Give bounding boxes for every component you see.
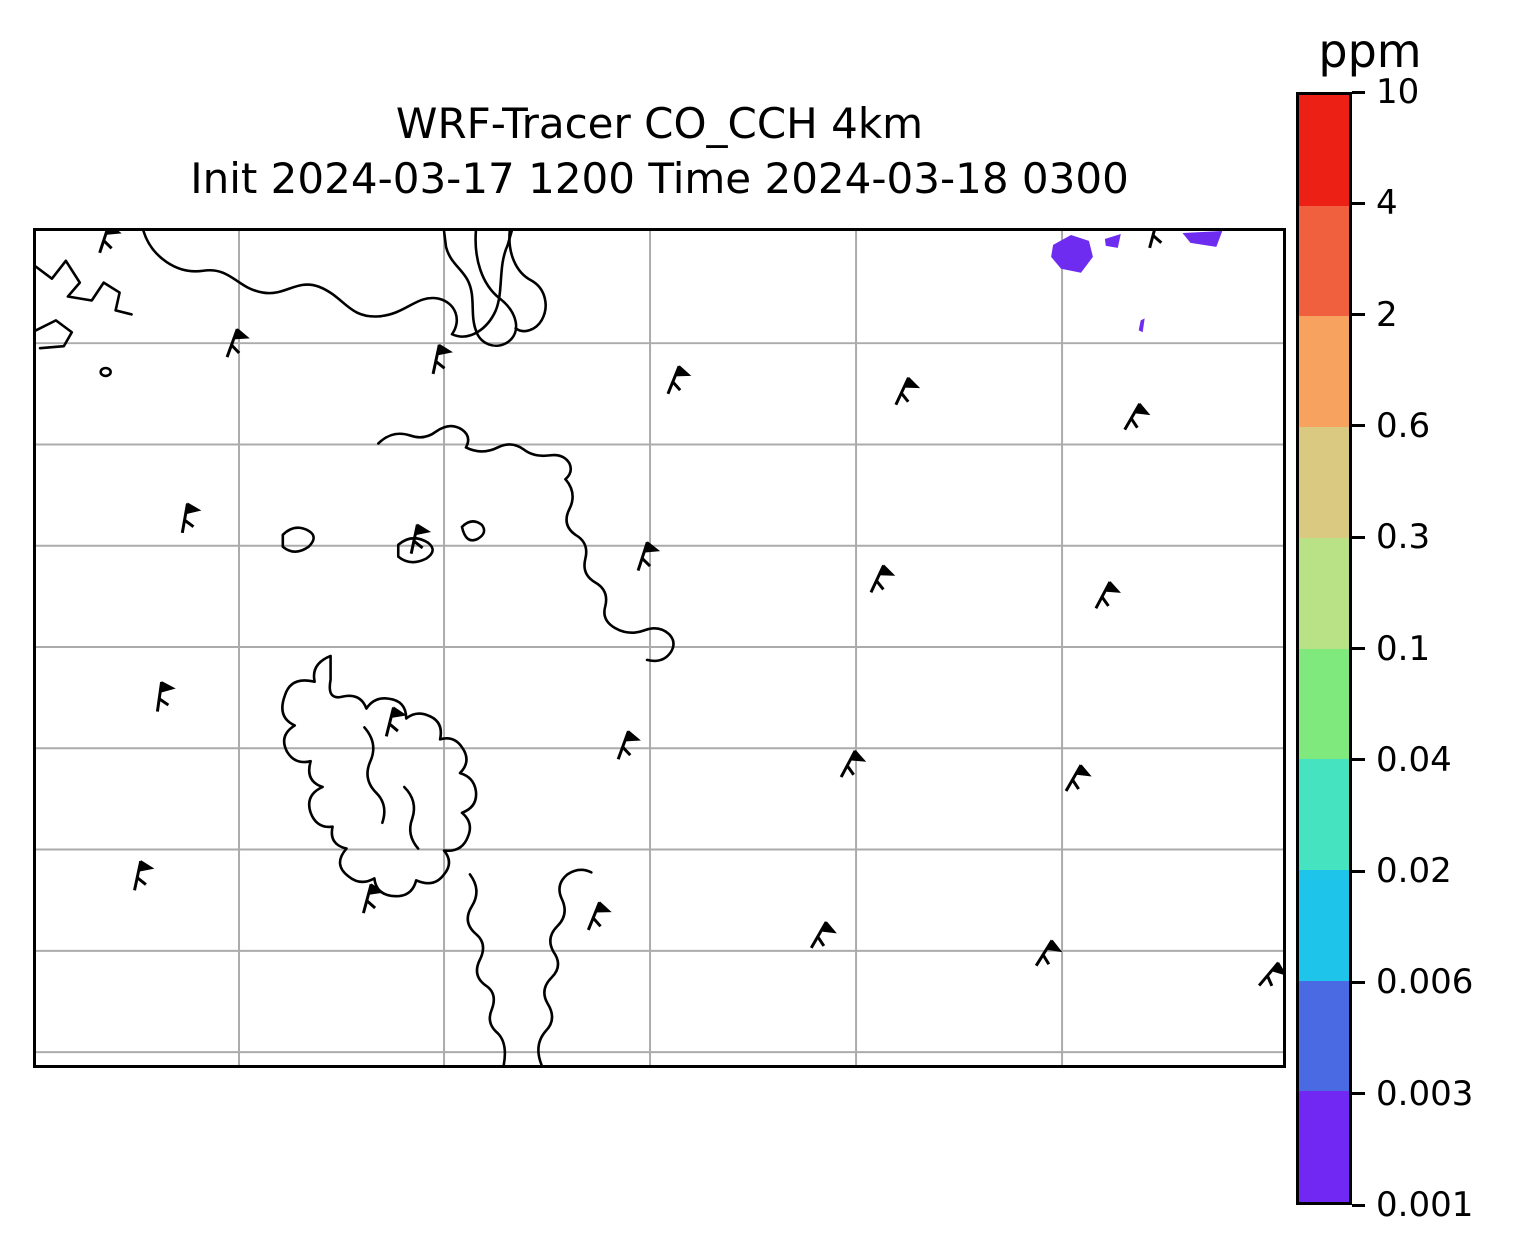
colorbar-tick-label: 2 <box>1376 294 1398 335</box>
title-line2: Init 2024-03-17 1200 Time 2024-03-18 030… <box>190 154 1129 204</box>
colorbar-tick <box>1352 1203 1365 1207</box>
wind-barb <box>636 541 661 572</box>
colorbar-tick <box>1352 1092 1365 1096</box>
colorbar-tick-label: 0.6 <box>1376 405 1431 446</box>
wind-barb <box>839 749 867 778</box>
colorbar-segment <box>1299 759 1349 870</box>
wind-barb <box>1123 402 1151 431</box>
wind-barb <box>409 523 432 554</box>
colorbar-tick-label: 0.04 <box>1376 739 1452 780</box>
colorbar-segment <box>1299 316 1349 428</box>
map-plot <box>33 228 1286 1068</box>
map-canvas <box>36 231 1283 1065</box>
wind-barb <box>586 901 612 931</box>
wind-barb <box>1257 961 1283 987</box>
colorbar-tick-label: 10 <box>1376 72 1420 112</box>
colorbar-segment <box>1299 537 1349 649</box>
colorbar-tick-label: 0.001 <box>1376 1185 1474 1225</box>
coastline <box>442 231 518 347</box>
tracer-patch <box>1182 231 1223 247</box>
wind-barb <box>1034 939 1063 967</box>
colorbar <box>1296 92 1352 1205</box>
graticule <box>36 231 1283 1065</box>
colorbar-tick <box>1352 869 1365 873</box>
colorbar-tick <box>1352 313 1365 317</box>
islet <box>99 366 112 378</box>
colorbar-tick-label: 4 <box>1376 183 1398 224</box>
wind-barb <box>869 564 896 594</box>
colorbar-segment <box>1299 648 1349 760</box>
coastline <box>36 259 133 316</box>
wind-barb <box>666 365 692 395</box>
wind-barb <box>894 376 921 406</box>
coastline <box>466 873 507 1065</box>
tracer-patch <box>1138 318 1145 333</box>
wind-barb <box>1094 581 1121 609</box>
colorbar-tick <box>1352 90 1365 94</box>
wind-barb <box>809 921 837 949</box>
colorbar-tick <box>1352 201 1365 205</box>
colorbar-segment <box>1299 205 1349 317</box>
coastline <box>564 477 675 663</box>
colorbar-segment <box>1299 980 1349 1092</box>
colorbar-segment <box>1299 869 1349 981</box>
colorbar-segment <box>1299 95 1349 206</box>
colorbar-tick-label: 0.1 <box>1376 628 1431 669</box>
colorbar-segment <box>1299 1091 1349 1203</box>
coastline <box>142 231 514 338</box>
wind-barb <box>1064 764 1092 792</box>
colorbar-tick-label: 0.3 <box>1376 517 1431 558</box>
tracer-patch <box>1104 233 1121 248</box>
colorbar-tick-label: 0.006 <box>1376 962 1474 1003</box>
colorbar-tick <box>1352 980 1365 984</box>
coastline <box>36 319 74 350</box>
colorbar-tick <box>1352 424 1365 428</box>
colorbar-tick-label: 0.02 <box>1376 851 1452 892</box>
tracer-patch <box>1051 234 1093 273</box>
wind-barb <box>225 328 250 358</box>
island <box>281 526 315 553</box>
title-line1: WRF-Tracer CO_CCH 4km <box>395 99 924 148</box>
coastline <box>377 424 573 481</box>
coastlines <box>36 231 675 1065</box>
wind-barb <box>180 502 202 534</box>
wind-barb <box>1148 231 1163 249</box>
inner-fjord <box>363 726 386 825</box>
inner-fjord <box>402 785 420 850</box>
tracer-patches <box>1051 231 1223 333</box>
wind-barb <box>431 343 453 375</box>
colorbar-ticks: 10 4 2 0.6 0.3 0.1 0.04 0.02 0.006 0.003 0.001 <box>1352 72 1528 1225</box>
colorbar-tick-label: 0.003 <box>1376 1073 1474 1114</box>
colorbar-tick <box>1352 535 1365 539</box>
coastline <box>537 868 593 1065</box>
island <box>460 520 486 542</box>
colorbar-tick <box>1352 758 1365 762</box>
wind-barbs <box>98 231 1283 987</box>
wind-barb <box>384 706 407 737</box>
colorbar-units-label: ppm <box>1318 24 1422 78</box>
colorbar-segment <box>1299 427 1349 538</box>
plot-title: WRF-Tracer CO_CCH 4km Init 2024-03-17 12… <box>33 96 1286 207</box>
wind-barb <box>133 860 155 891</box>
wind-barb <box>616 730 641 760</box>
coastline <box>508 231 547 333</box>
large-island <box>281 654 478 898</box>
wind-barb <box>361 883 385 914</box>
colorbar-tick <box>1352 647 1365 650</box>
wind-barb <box>98 231 122 254</box>
wind-barb <box>155 681 176 712</box>
